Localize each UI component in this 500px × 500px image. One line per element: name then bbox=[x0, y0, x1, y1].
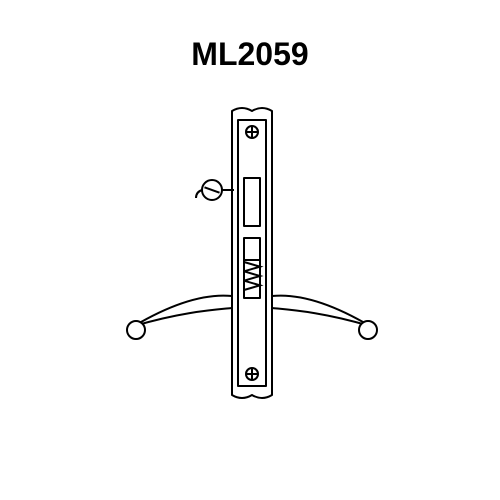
mortise-lock-drawing bbox=[0, 0, 500, 500]
bottom-screw-icon bbox=[246, 368, 258, 380]
left-lever-handle bbox=[127, 296, 232, 339]
thumbturn-icon bbox=[196, 180, 234, 200]
right-lever-handle bbox=[272, 296, 377, 339]
diagram-stage: ML2059 bbox=[0, 0, 500, 500]
top-screw-icon bbox=[246, 126, 258, 138]
